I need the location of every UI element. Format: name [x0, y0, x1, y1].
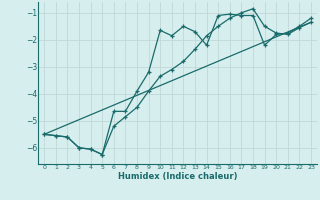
X-axis label: Humidex (Indice chaleur): Humidex (Indice chaleur)	[118, 172, 237, 181]
